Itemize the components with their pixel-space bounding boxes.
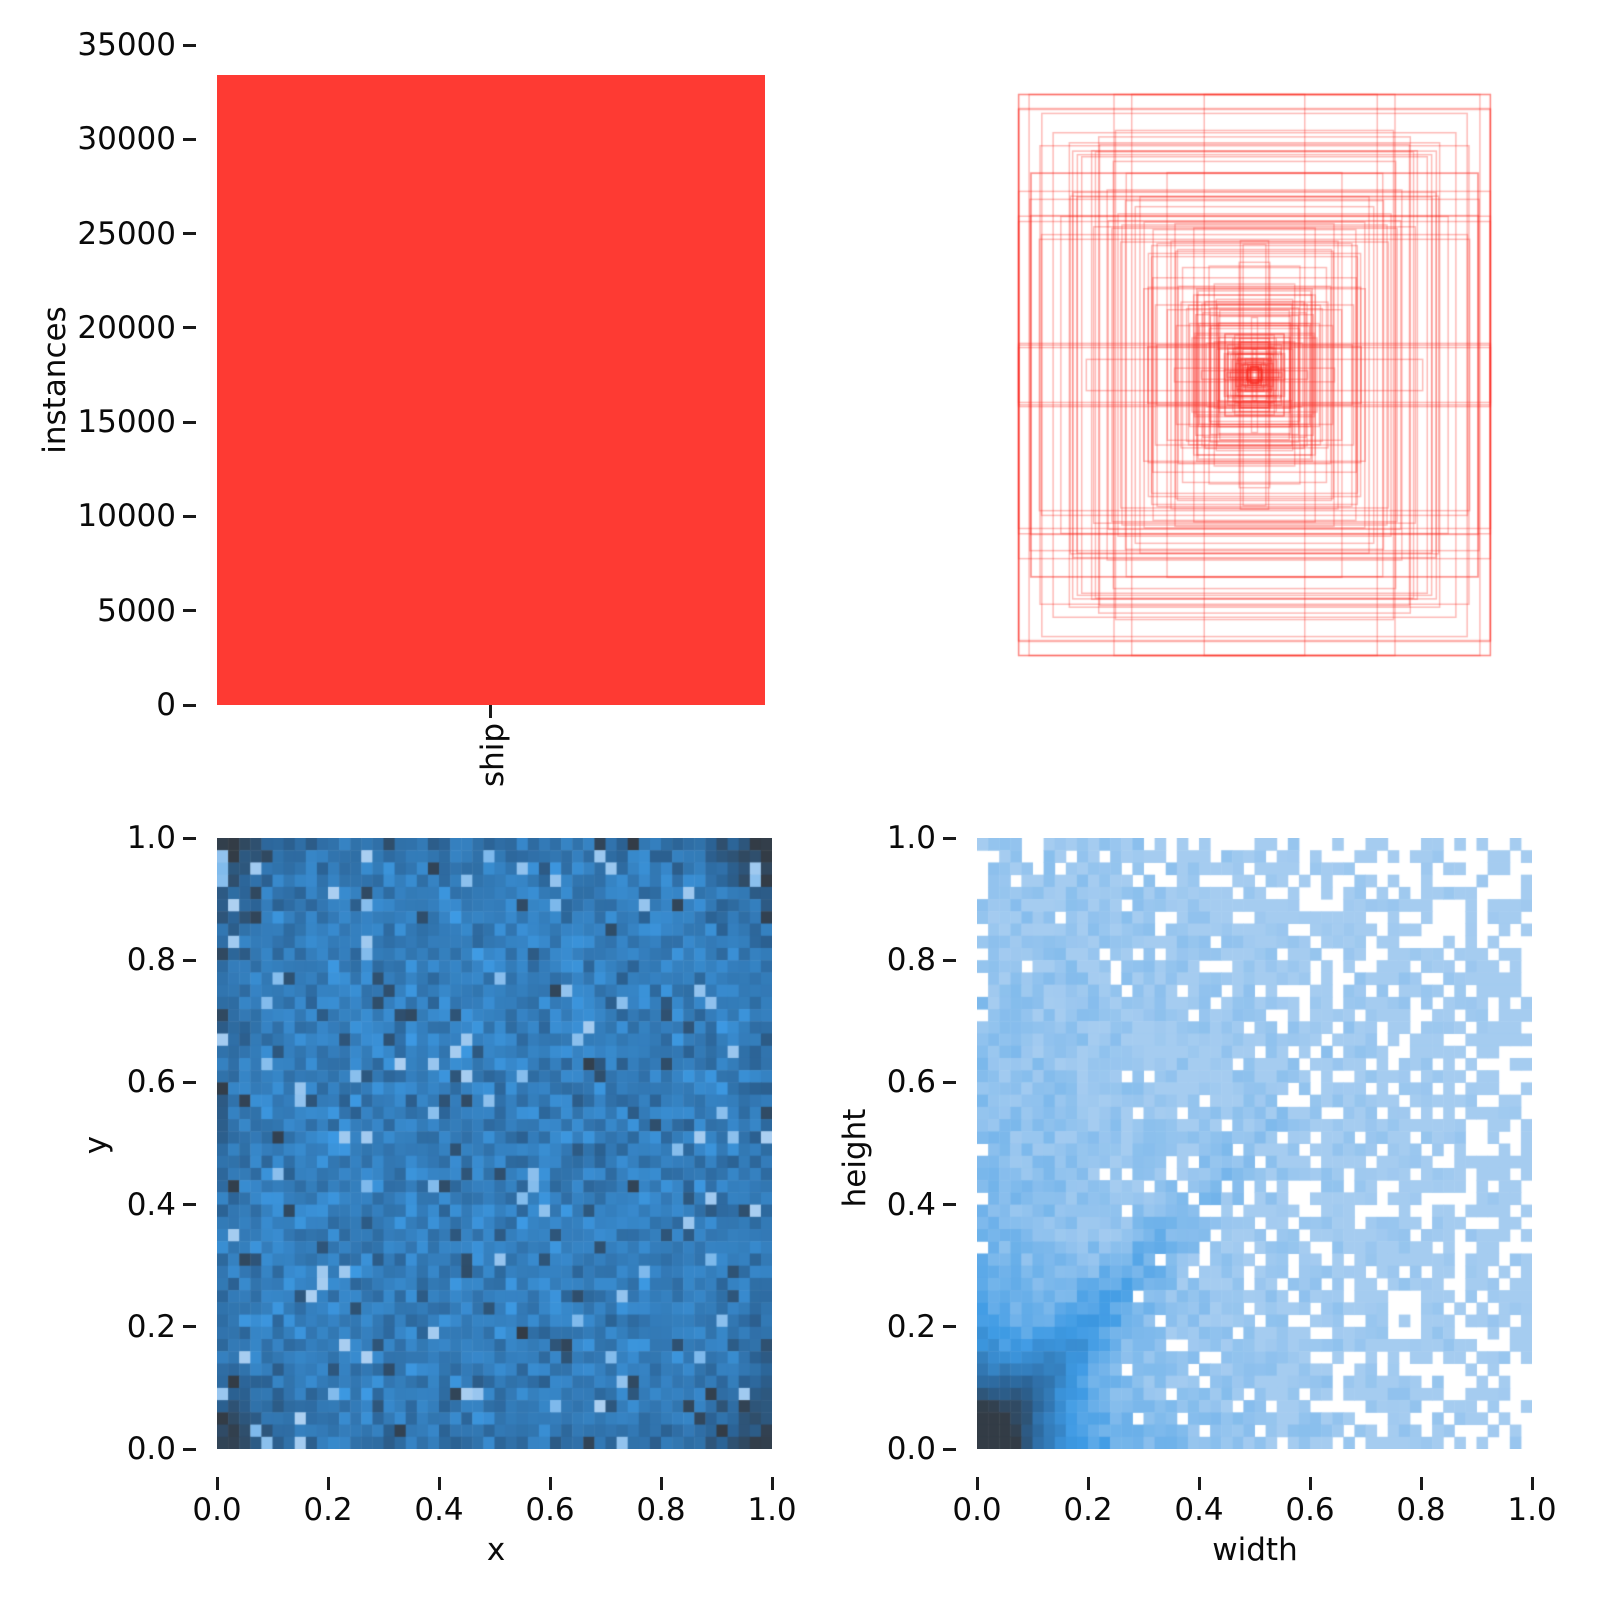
bar-xtick-label-ship: ship <box>475 722 511 788</box>
bar-ytick-label: 5000 <box>97 592 176 629</box>
wh-heatmap-ytick-mark <box>943 958 956 962</box>
wh-heatmap-ytick-label: 0.6 <box>886 1064 936 1101</box>
xy-heatmap-xtick-mark <box>548 1477 552 1490</box>
bar-ytick-label: 15000 <box>77 404 176 441</box>
bar-ytick-mark <box>183 43 196 47</box>
wh-heatmap-ytick-label: 0.8 <box>886 942 936 979</box>
xy-heatmap-ylabel: y <box>78 1135 114 1155</box>
xy-heatmap-xtick-label: 0.0 <box>192 1492 242 1528</box>
xy-heatmap-xtick-label: 1.0 <box>747 1492 797 1528</box>
xy-heatmap-ytick-label: 1.0 <box>126 820 176 856</box>
width-height-heatmap-canvas <box>977 838 1532 1449</box>
bar-ytick-mark <box>183 420 196 424</box>
wh-heatmap-ytick-mark <box>943 836 956 840</box>
xy-heatmap-xtick-label: 0.8 <box>636 1492 686 1528</box>
xy-heatmap-xtick-label: 0.4 <box>414 1492 464 1528</box>
wh-heatmap-xtick-mark <box>975 1477 979 1490</box>
wh-heatmap-xtick-mark <box>1086 1477 1090 1490</box>
wh-heatmap-xlabel: width <box>1212 1532 1298 1568</box>
xy-heatmap-ytick-mark <box>183 958 196 962</box>
wh-heatmap-xtick-label: 0.2 <box>1063 1492 1113 1528</box>
bar-ytick-mark <box>183 514 196 518</box>
bar-ytick-mark <box>183 609 196 613</box>
xy-heatmap-ytick-mark <box>183 1203 196 1207</box>
bar-ytick-label: 35000 <box>77 27 176 63</box>
bar-ytick-label: 20000 <box>77 309 176 346</box>
xy-position-heatmap-canvas <box>217 838 772 1449</box>
wh-heatmap-xtick-mark <box>1419 1477 1423 1490</box>
wh-heatmap-ytick-label: 0.0 <box>886 1431 936 1467</box>
wh-heatmap-ytick-label: 0.2 <box>886 1308 936 1345</box>
xy-heatmap-xtick-label: 0.6 <box>525 1492 575 1528</box>
bar-ylabel: instances <box>37 306 73 454</box>
xy-heatmap-xtick-label: 0.2 <box>303 1492 353 1528</box>
wh-heatmap-xtick-label: 0.6 <box>1285 1492 1335 1528</box>
wh-heatmap-xtick-mark <box>1308 1477 1312 1490</box>
xy-heatmap-xtick-mark <box>770 1477 774 1490</box>
bar-ytick-mark <box>183 232 196 236</box>
ship-bar <box>217 75 765 705</box>
wh-heatmap-ytick-mark <box>943 1080 956 1084</box>
bar-ytick-label: 10000 <box>77 498 176 535</box>
bar-ytick-label: 30000 <box>77 121 176 158</box>
bar-ytick-label: 0 <box>156 687 176 723</box>
bar-ytick-label: 25000 <box>77 215 176 252</box>
wh-heatmap-ytick-mark <box>943 1325 956 1329</box>
xy-heatmap-ytick-label: 0.4 <box>126 1186 176 1223</box>
wh-heatmap-ytick-mark <box>943 1447 956 1451</box>
bar-ytick-mark <box>183 137 196 141</box>
wh-heatmap-xtick-label: 0.4 <box>1174 1492 1224 1528</box>
wh-heatmap-xtick-label: 1.0 <box>1507 1492 1557 1528</box>
xy-heatmap-ytick-mark <box>183 836 196 840</box>
xy-heatmap-ytick-mark <box>183 1080 196 1084</box>
wh-heatmap-xtick-mark <box>1197 1477 1201 1490</box>
wh-heatmap-xtick-mark <box>1530 1477 1534 1490</box>
wh-heatmap-xtick-label: 0.0 <box>952 1492 1002 1528</box>
bar-xtick-mark <box>489 705 492 718</box>
xy-heatmap-ytick-label: 0.6 <box>126 1064 176 1101</box>
bounding-boxes-overlay-canvas <box>977 45 1532 705</box>
bar-ytick-mark <box>183 703 196 707</box>
xy-heatmap-ytick-mark <box>183 1325 196 1329</box>
xy-heatmap-ytick-label: 0.8 <box>126 942 176 979</box>
wh-heatmap-ytick-label: 1.0 <box>886 820 936 856</box>
xy-heatmap-xtick-mark <box>437 1477 441 1490</box>
xy-heatmap-ytick-mark <box>183 1447 196 1451</box>
wh-heatmap-xtick-label: 0.8 <box>1396 1492 1446 1528</box>
xy-heatmap-xtick-mark <box>659 1477 663 1490</box>
xy-heatmap-xtick-mark <box>215 1477 219 1490</box>
xy-heatmap-ytick-label: 0.2 <box>126 1308 176 1345</box>
wh-heatmap-ytick-mark <box>943 1203 956 1207</box>
xy-heatmap-ytick-label: 0.0 <box>126 1431 176 1467</box>
bar-ytick-mark <box>183 326 196 330</box>
xy-heatmap-xtick-mark <box>326 1477 330 1490</box>
wh-heatmap-ytick-label: 0.4 <box>886 1186 936 1223</box>
xy-heatmap-xlabel: x <box>486 1532 506 1568</box>
